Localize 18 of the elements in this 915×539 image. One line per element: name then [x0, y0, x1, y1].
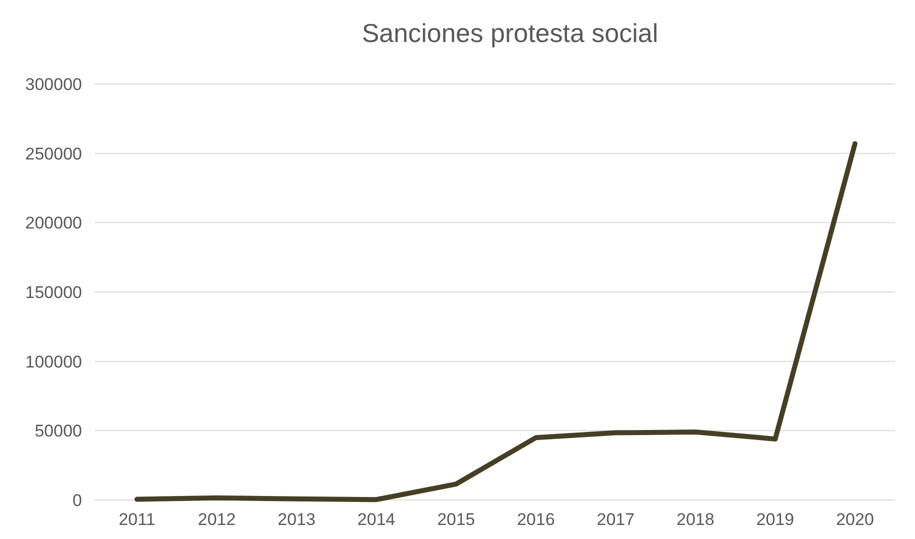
- y-tick-label: 250000: [25, 144, 82, 164]
- x-tick-label: 2016: [516, 510, 555, 529]
- y-tick-label: 150000: [25, 282, 82, 302]
- x-tick-label: 2018: [676, 510, 714, 529]
- x-tick-label: 2017: [596, 510, 635, 529]
- x-tick-label: 2011: [118, 510, 156, 529]
- y-tick-label: 100000: [25, 352, 82, 372]
- x-tick-label: 2013: [278, 510, 316, 529]
- x-tick-label: 2020: [836, 510, 874, 529]
- x-tick-label: 2015: [437, 510, 476, 529]
- x-tick-label: 2012: [198, 510, 236, 529]
- y-tick-label: 300000: [25, 74, 82, 94]
- y-tick-label: 200000: [25, 214, 82, 233]
- x-tick-label: 2014: [357, 510, 396, 529]
- y-tick-label: 0: [72, 490, 82, 510]
- x-tick-label: 2019: [756, 510, 794, 529]
- y-tick-label: 50000: [34, 422, 82, 441]
- chart-title: Sanciones protesta social: [362, 18, 658, 48]
